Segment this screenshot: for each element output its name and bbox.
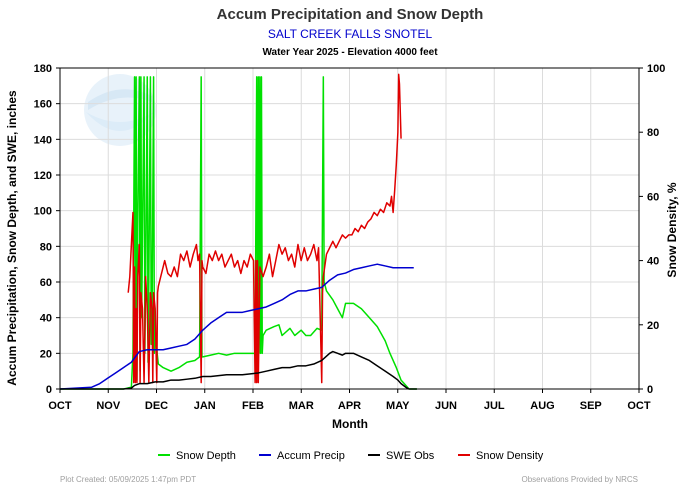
x-tick-label-jul: JUL [484,400,505,412]
chart-title: Accum Precipitation and Snow Depth [217,6,484,23]
x-tick-label-jun: JUN [435,400,457,412]
y-left-tick-label: 80 [40,241,52,253]
y-axis-left-label: Accum Precipitation, Snow Depth, and SWE… [5,90,19,386]
y-left-tick-label: 60 [40,277,52,289]
x-tick-label-aug: AUG [530,400,554,412]
x-tick-label-jan: JAN [194,400,216,412]
x-axis-label: Month [332,417,368,431]
y-axis-left-ticks: 0 20 40 60 80 100 120 140 160 180 [34,63,60,396]
y-right-tick-label: 20 [647,320,659,332]
legend: Snow Depth Accum Precip SWE Obs Snow Densit… [158,450,544,462]
y-right-tick-label: 40 [647,256,659,268]
x-tick-label-dec: DEC [145,400,168,412]
series-line-snow-density [127,73,402,384]
chart-subtitle-2: Water Year 2025 - Elevation 4000 feet [262,47,438,58]
y-right-tick-label: 0 [647,384,653,396]
grid-lines [60,68,639,389]
series-line-snow-depth [60,76,417,390]
legend-label-snow-density: Snow Density [476,450,544,462]
x-tick-label-sep: SEP [580,400,602,412]
x-tick-label-mar: MAR [289,400,314,412]
footer-observations: Observations Provided by NRCS [522,475,639,484]
legend-label-swe-obs: SWE Obs [386,450,435,462]
legend-label-snow-depth: Snow Depth [176,450,236,462]
x-tick-label-may: MAY [386,400,410,412]
footer-plot-created: Plot Created: 05/09/2025 1:47pm PDT [60,475,196,484]
y-left-tick-label: 140 [34,134,52,146]
x-tick-label-apr: APR [338,400,361,412]
y-left-tick-label: 100 [34,206,52,218]
y-left-tick-label: 120 [34,170,52,182]
chart-subtitle: SALT CREEK FALLS SNOTEL [268,27,433,41]
y-right-tick-label: 60 [647,191,659,203]
x-tick-label-oct: OCT [627,400,651,412]
series-line-accum-precip [59,263,414,390]
x-tick-label-oct: OCT [48,400,72,412]
y-left-tick-label: 0 [46,384,52,396]
series-line-swe-obs [60,350,417,390]
x-axis-ticks: OCT NOV DEC JAN FEB MAR APR MAY JUN JUL AUG SEP OCT [48,389,651,412]
y-left-tick-label: 20 [40,348,52,360]
legend-label-accum-precip: Accum Precip [277,450,345,462]
x-tick-label-nov: NOV [96,400,121,412]
y-right-tick-label: 100 [647,63,665,75]
x-tick-label-feb: FEB [242,400,264,412]
series-layer [59,73,417,390]
noaa-logo-watermark [84,74,156,146]
y-axis-right-label: Snow Density, % [665,182,679,277]
y-left-tick-label: 180 [34,63,52,75]
y-left-tick-label: 40 [40,313,52,325]
y-right-tick-label: 80 [647,127,659,139]
y-axis-right-ticks: 0 20 40 60 80 100 [639,63,665,396]
y-left-tick-label: 160 [34,99,52,111]
